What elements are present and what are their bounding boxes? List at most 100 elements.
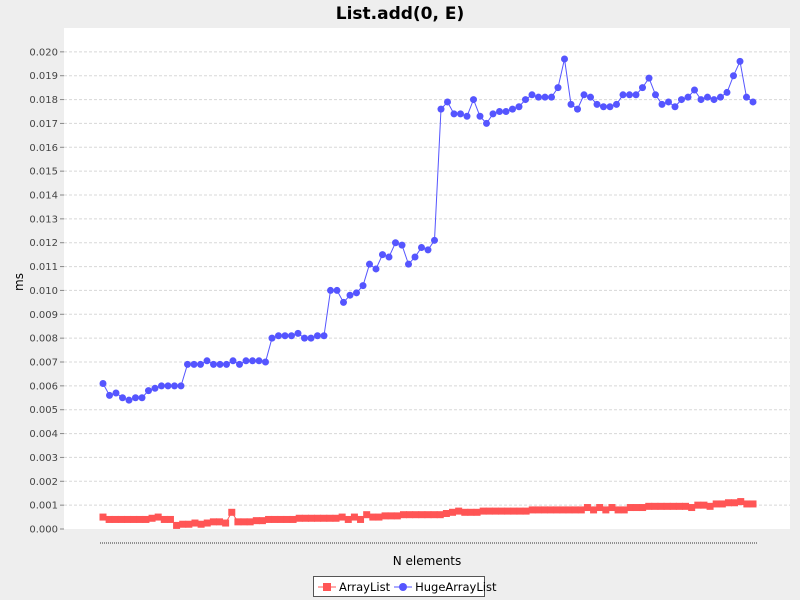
data-point-hugearraylist (262, 358, 269, 366)
data-point-hugearraylist (561, 55, 568, 63)
y-tick-label: 0.009 (29, 310, 58, 321)
data-point-arraylist (424, 511, 432, 519)
data-point-hugearraylist (652, 91, 659, 99)
data-point-hugearraylist (522, 96, 529, 104)
y-tick-label: 0.006 (29, 381, 58, 392)
data-point-arraylist (136, 515, 144, 523)
data-point-hugearraylist (476, 112, 484, 120)
data-point-hugearraylist (535, 93, 542, 101)
data-point-arraylist (473, 508, 481, 516)
data-point-arraylist (381, 512, 389, 520)
data-point-hugearraylist (340, 298, 347, 306)
legend: ArrayList HugeArrayList (313, 576, 496, 597)
data-point-hugearraylist (190, 360, 198, 368)
data-point-hugearraylist (229, 357, 237, 365)
data-point-arraylist (651, 502, 659, 510)
data-point-arraylist (626, 504, 634, 512)
data-point-hugearraylist (541, 93, 549, 101)
y-tick-label: 0.000 (29, 525, 58, 536)
data-point-hugearraylist (119, 394, 126, 402)
data-point-hugearraylist (112, 389, 120, 397)
data-point-hugearraylist (730, 72, 737, 80)
data-point-hugearraylist (743, 93, 750, 101)
data-point-hugearraylist (619, 91, 627, 99)
data-point-arraylist (559, 506, 567, 514)
data-point-arraylist (393, 512, 401, 520)
data-point-hugearraylist (632, 91, 640, 99)
data-point-hugearraylist (392, 239, 399, 247)
data-point-hugearraylist (600, 103, 607, 111)
data-point-arraylist (320, 514, 328, 522)
data-point-hugearraylist (275, 332, 282, 340)
data-point-arraylist (510, 507, 518, 515)
y-tick-label: 0.013 (29, 214, 58, 225)
data-point-arraylist (608, 504, 616, 512)
data-point-arraylist (216, 518, 224, 526)
data-point-arraylist (295, 514, 303, 522)
data-point-arraylist (203, 519, 211, 527)
data-point-arraylist (577, 506, 585, 514)
data-point-hugearraylist (574, 105, 581, 113)
y-tick-label: 0.008 (29, 334, 58, 345)
data-point-arraylist (105, 515, 113, 523)
data-point-arraylist (516, 507, 524, 515)
data-point-arraylist (485, 507, 493, 515)
circle-marker-icon (394, 582, 413, 591)
legend-item-arraylist: ArrayList (318, 580, 390, 594)
data-point-arraylist (442, 509, 450, 517)
legend-label-arraylist: ArrayList (339, 579, 391, 594)
data-point-hugearraylist (626, 91, 633, 99)
data-point-arraylist (252, 517, 260, 525)
data-point-hugearraylist (684, 93, 692, 101)
data-point-arraylist (663, 502, 671, 510)
data-point-hugearraylist (151, 384, 159, 392)
data-point-arraylist (197, 520, 205, 528)
data-point-hugearraylist (346, 291, 354, 299)
data-point-arraylist (688, 504, 696, 512)
data-point-hugearraylist (515, 103, 523, 111)
data-point-arraylist (228, 508, 236, 516)
y-tick-label: 0.015 (29, 167, 58, 178)
data-point-arraylist (111, 515, 119, 523)
data-point-arraylist (669, 502, 677, 510)
data-point-arraylist (326, 514, 334, 522)
data-point-arraylist (258, 517, 266, 525)
data-point-hugearraylist (580, 91, 588, 99)
data-point-arraylist (430, 511, 438, 519)
y-tick-label: 0.012 (29, 238, 58, 249)
data-point-arraylist (731, 499, 739, 507)
data-point-arraylist (301, 514, 309, 522)
data-point-hugearraylist (489, 110, 497, 118)
legend-item-hugearraylist: HugeArrayList (394, 580, 496, 594)
data-point-arraylist (148, 514, 156, 522)
data-point-arraylist (399, 511, 407, 519)
data-point-hugearraylist (723, 88, 731, 96)
data-point-arraylist (406, 511, 414, 519)
data-point-hugearraylist (288, 332, 295, 340)
data-point-hugearraylist (327, 286, 334, 294)
data-point-hugearraylist (184, 360, 191, 368)
y-tick-label: 0.002 (29, 477, 58, 488)
data-point-hugearraylist (223, 360, 230, 368)
data-point-arraylist (675, 502, 683, 510)
data-point-hugearraylist (548, 93, 555, 101)
data-point-hugearraylist (418, 243, 425, 251)
data-point-arraylist (142, 515, 150, 523)
data-point-hugearraylist (164, 382, 172, 390)
data-point-arraylist (639, 504, 647, 512)
data-point-hugearraylist (587, 93, 594, 101)
data-point-arraylist (706, 502, 714, 510)
data-point-arraylist (449, 508, 457, 516)
data-point-arraylist (455, 507, 463, 515)
data-point-arraylist (596, 504, 604, 512)
y-tick-label: 0.019 (29, 71, 58, 82)
data-point-arraylist (369, 513, 377, 521)
y-tick-label: 0.014 (29, 191, 58, 202)
data-point-hugearraylist (236, 360, 243, 368)
data-point-arraylist (338, 513, 346, 521)
data-point-hugearraylist (717, 93, 724, 101)
data-point-hugearraylist (294, 329, 302, 337)
data-point-hugearraylist (320, 332, 328, 340)
data-point-arraylist (547, 506, 555, 514)
